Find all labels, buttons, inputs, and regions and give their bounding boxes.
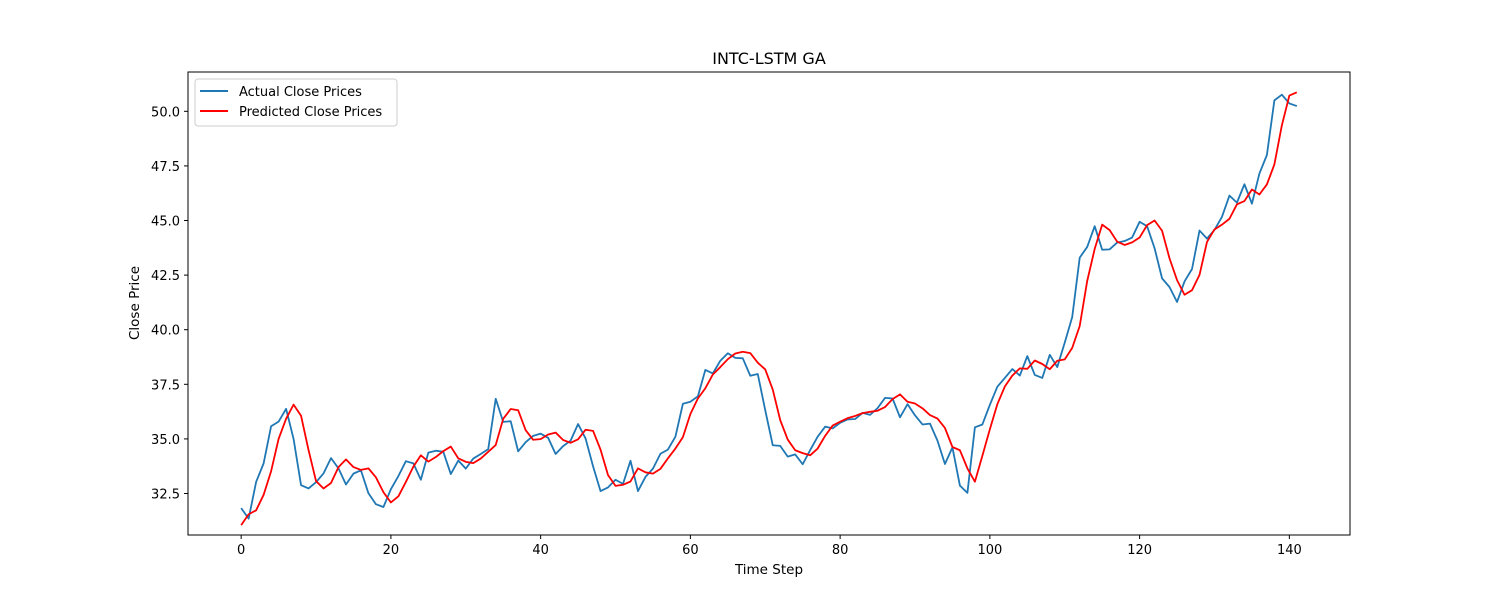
series-line-predicted: [240, 91, 1298, 526]
y-tick-label: 37.5: [151, 378, 180, 393]
plot-area: [240, 91, 1298, 526]
legend-box: [194, 78, 398, 127]
y-tick-label: 35.0: [151, 433, 180, 448]
y-tick-label: 32.5: [151, 488, 180, 503]
x-tick-label: 20: [383, 543, 400, 558]
x-tick-label: 140: [1277, 543, 1302, 558]
x-axis-label: Time Step: [734, 562, 803, 578]
x-tick-label: 0: [237, 543, 245, 558]
legend-label-predicted: Predicted Close Prices: [239, 105, 382, 120]
x-tick-label: 100: [977, 543, 1002, 558]
y-tick-label: 50.0: [151, 105, 180, 120]
y-tick-label: 45.0: [151, 215, 180, 230]
axes-frame: [187, 71, 1351, 536]
x-tick-label: 80: [832, 543, 849, 558]
x-tick-label: 60: [682, 543, 699, 558]
y-tick-label: 40.0: [151, 324, 180, 339]
chart-title: INTC-LSTM GA: [712, 49, 826, 68]
y-axis-label: Close Price: [127, 266, 143, 340]
series-line-actual: [240, 93, 1298, 520]
x-tick-label: 40: [532, 543, 549, 558]
legend: Actual Close Prices Predicted Close Pric…: [194, 78, 398, 127]
x-axis: 0 20 40 60 80 100 120 140: [237, 535, 1302, 558]
y-tick-label: 42.5: [151, 269, 180, 284]
legend-label-actual: Actual Close Prices: [239, 85, 362, 100]
y-axis: 32.5 35.0 37.5 40.0 42.5 45.0 47.5 50.0: [151, 105, 188, 503]
x-tick-label: 120: [1127, 543, 1152, 558]
y-tick-label: 47.5: [151, 160, 180, 175]
